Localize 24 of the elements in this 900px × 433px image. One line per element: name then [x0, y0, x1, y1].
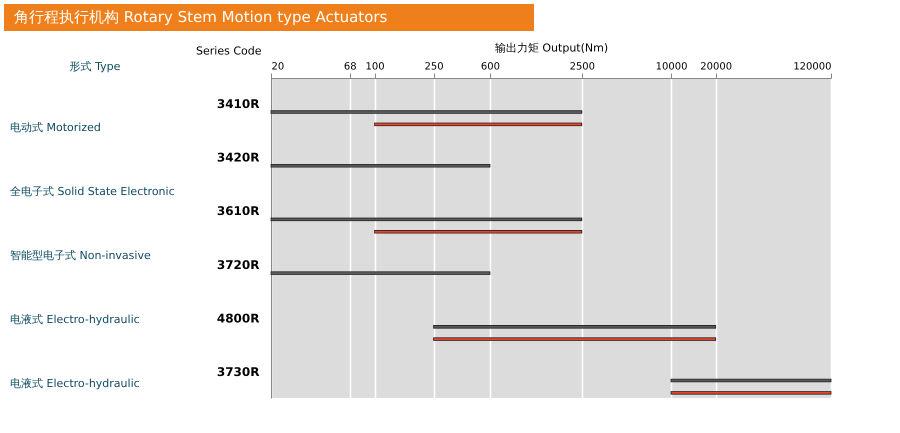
x-tick-label: 250	[424, 62, 444, 72]
x-tick-label: 2500	[570, 62, 596, 72]
text: 形式 Type	[68, 58, 122, 74]
y-tick-label: 3410R	[216, 96, 260, 111]
text: 智能型电子式 Non-invasive	[9, 248, 152, 264]
text: 电动式 Motorized	[9, 120, 102, 136]
y-axis-title: Series Code	[196, 44, 262, 58]
y-tick-label: 3730R	[216, 365, 260, 380]
x-tick-label: 20	[272, 62, 284, 72]
y-tick-label: 4800R	[216, 312, 260, 326]
text: 电液式 Electro-hydraulic	[9, 376, 141, 392]
x-tick-label: 100	[366, 62, 385, 72]
x-axis-title: 输出力矩 Output(Nm)	[494, 42, 608, 54]
x-tick-label: 120000	[793, 62, 832, 72]
y-tick-label: 3610R	[216, 204, 260, 218]
y-tick-label: 3720R	[216, 258, 260, 272]
text: 电液式 Electro-hydraulic	[9, 312, 141, 328]
x-tick-label: 10000	[656, 62, 688, 72]
text: 全电子式 Solid State Electronic	[9, 184, 176, 200]
chart-title: 角行程执行机构 Rotary Stem Motion type Actuators	[4, 4, 534, 31]
x-tick-label: 20000	[700, 62, 732, 72]
y-tick-label: 3420R	[216, 150, 260, 164]
x-tick-label: 68	[344, 62, 357, 72]
x-tick-label: 600	[480, 62, 500, 72]
